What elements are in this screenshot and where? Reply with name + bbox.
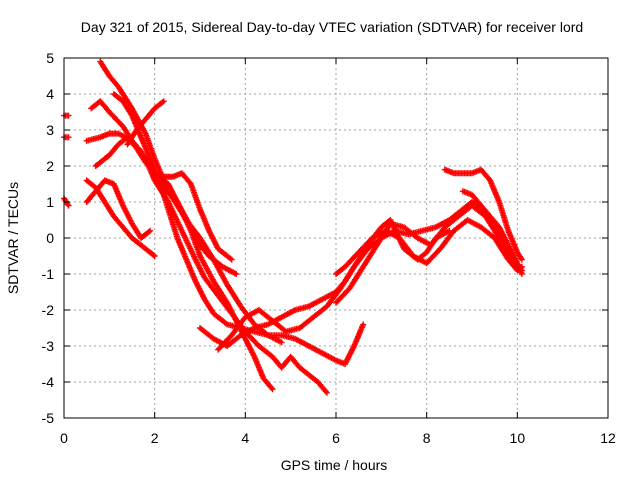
data-point — [150, 252, 157, 259]
y-tick-label: -3 — [42, 338, 55, 354]
series-track-e — [110, 91, 367, 367]
x-tick-label: 10 — [510, 430, 526, 446]
data-point — [159, 99, 166, 106]
data-point — [269, 386, 276, 393]
y-tick-label: -2 — [42, 302, 55, 318]
series-track-n — [215, 199, 521, 353]
y-tick-label: 3 — [46, 122, 54, 138]
x-tick-label: 12 — [600, 430, 616, 446]
y-tick-label: 5 — [46, 50, 54, 66]
series-track-b — [88, 98, 330, 396]
series-track-r — [333, 202, 525, 306]
series-track-p — [441, 166, 525, 263]
data-point — [518, 267, 525, 274]
data-point — [145, 228, 152, 235]
grid — [64, 58, 608, 418]
data-points — [61, 58, 525, 396]
x-axis-label: GPS time / hours — [281, 457, 388, 473]
x-tick-label: 4 — [241, 430, 249, 446]
y-axis-label: SDTVAR / TECUs — [5, 182, 21, 294]
y-tick-label: 1 — [46, 194, 54, 210]
series-track-j — [61, 134, 72, 141]
y-tick-label: -4 — [42, 374, 55, 390]
x-tick-label: 2 — [151, 430, 159, 446]
y-tick-label: 0 — [46, 230, 54, 246]
y-tick-label: 2 — [46, 158, 54, 174]
x-tick-label: 6 — [332, 430, 340, 446]
y-tick-label: -5 — [42, 410, 55, 426]
series-track-i — [61, 112, 72, 119]
chart-title: Day 321 of 2015, Sidereal Day-to-day VTE… — [81, 19, 583, 35]
data-point — [65, 112, 72, 119]
y-axis-ticks: -5 -4 -3 -2 -1 0 1 2 3 4 5 — [42, 50, 608, 426]
x-tick-label: 8 — [423, 430, 431, 446]
data-point — [65, 202, 72, 209]
x-tick-label: 0 — [60, 430, 68, 446]
data-point — [65, 134, 72, 141]
series-track-l — [160, 170, 235, 263]
data-point — [233, 271, 240, 277]
series-track-g — [83, 177, 158, 259]
data-point — [323, 389, 330, 396]
x-axis-ticks: 0 2 4 6 8 10 12 — [60, 58, 616, 446]
y-tick-label: 4 — [46, 86, 54, 102]
data-point — [228, 256, 235, 263]
y-tick-label: -1 — [42, 266, 55, 282]
data-point — [151, 253, 158, 259]
series-track-h — [83, 177, 154, 241]
data-point — [278, 339, 285, 346]
data-point — [360, 321, 367, 328]
data-point — [160, 98, 167, 105]
data-point — [147, 227, 154, 234]
data-point — [518, 256, 525, 263]
